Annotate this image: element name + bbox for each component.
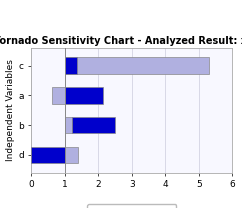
Title: Tornado Sensitivity Chart - Analyzed Result: x (m): Tornado Sensitivity Chart - Analyzed Res… [0,36,242,46]
Bar [65,117,72,133]
Text: □: □ [220,7,230,17]
Text: —: — [206,7,215,17]
Y-axis label: Independent Variables: Independent Variables [6,59,15,161]
Bar [52,87,65,104]
Text: Tornado Chart: x: Tornado Chart: x [10,8,84,17]
Text: ×: × [234,7,242,17]
Bar [31,147,65,163]
Bar [65,57,209,74]
Bar [72,117,115,133]
Bar [65,57,77,74]
Bar [65,147,78,163]
Legend: Low, High: Low, High [87,204,176,208]
Bar [65,87,103,104]
